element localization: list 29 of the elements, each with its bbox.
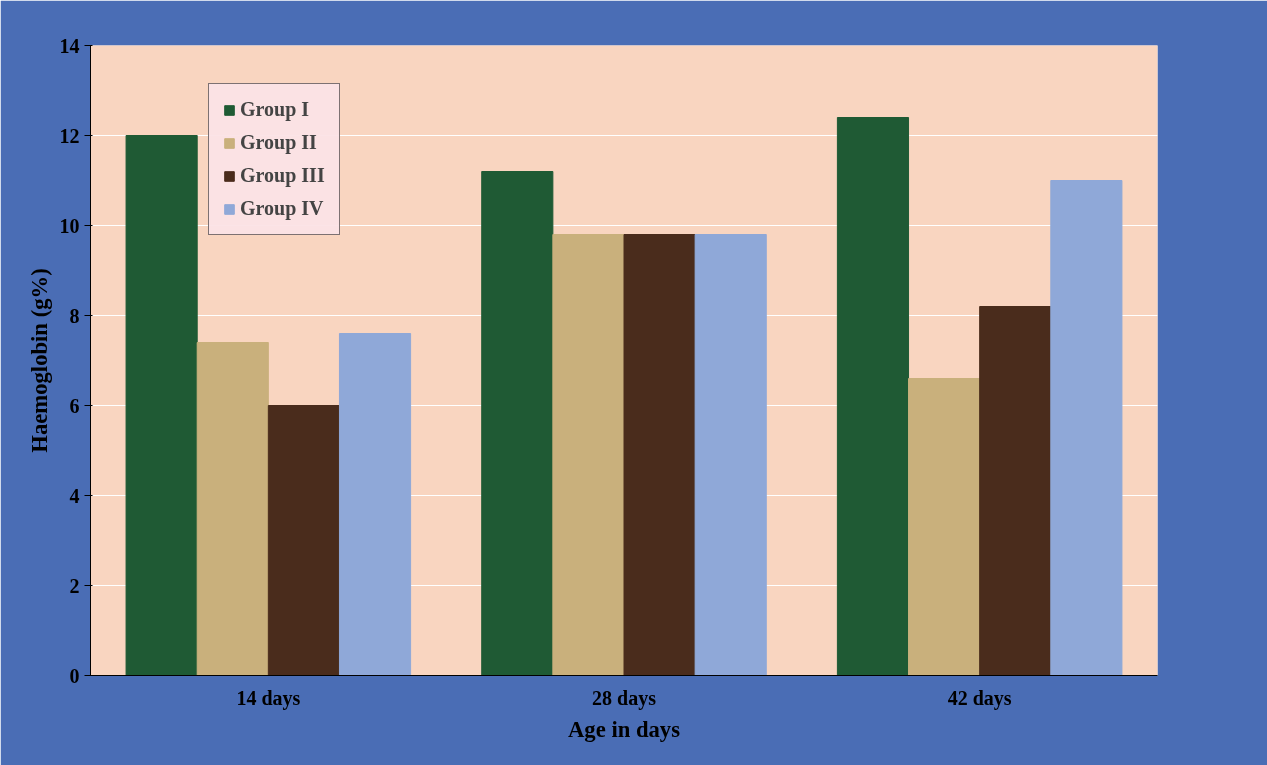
bar bbox=[908, 378, 981, 676]
bar bbox=[267, 405, 340, 676]
bar bbox=[623, 234, 696, 676]
y-axis-title: Haemoglobin (g%) bbox=[26, 268, 52, 453]
y-tick-label: 0 bbox=[69, 664, 80, 687]
legend-label: Group I bbox=[240, 98, 310, 121]
y-tick-label: 2 bbox=[69, 574, 80, 597]
x-axis-title: Age in days bbox=[567, 716, 681, 742]
y-tick-label: 14 bbox=[59, 34, 80, 57]
x-tick-label: 28 days bbox=[592, 686, 657, 710]
legend-label: Group II bbox=[240, 131, 317, 154]
y-tick-label: 12 bbox=[59, 124, 80, 147]
bar bbox=[125, 135, 198, 676]
bar bbox=[694, 234, 767, 676]
bar bbox=[196, 342, 269, 676]
bar bbox=[552, 234, 625, 676]
x-tick-label: 42 days bbox=[947, 686, 1012, 710]
legend-label: Group IV bbox=[240, 197, 324, 220]
legend-label: Group III bbox=[240, 164, 325, 187]
bar bbox=[836, 117, 910, 676]
y-tick-label: 4 bbox=[69, 484, 80, 507]
bar bbox=[1050, 180, 1123, 676]
y-tick-label: 6 bbox=[69, 394, 80, 417]
y-tick-label: 10 bbox=[59, 214, 80, 237]
bar bbox=[338, 333, 412, 676]
x-tick-label: 14 days bbox=[236, 686, 301, 710]
y-tick-label: 8 bbox=[69, 304, 80, 327]
bar bbox=[979, 306, 1052, 676]
bar bbox=[481, 171, 554, 676]
